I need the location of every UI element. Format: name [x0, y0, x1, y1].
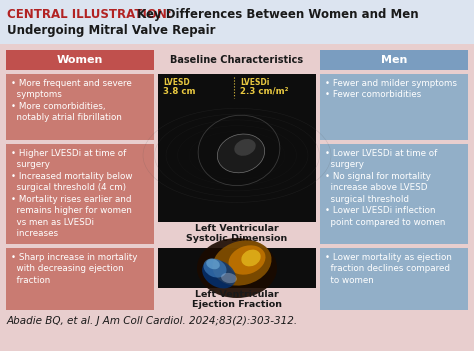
- FancyBboxPatch shape: [0, 0, 474, 44]
- FancyBboxPatch shape: [6, 248, 154, 310]
- Text: CENTRAL ILLUSTRATION:: CENTRAL ILLUSTRATION:: [7, 8, 172, 21]
- Ellipse shape: [203, 258, 227, 278]
- Text: Men: Men: [381, 55, 407, 65]
- FancyBboxPatch shape: [6, 74, 154, 140]
- Text: Left Ventricular
Ejection Fraction: Left Ventricular Ejection Fraction: [192, 290, 282, 309]
- Text: • Fewer and milder symptoms
• Fewer comorbidities: • Fewer and milder symptoms • Fewer como…: [325, 79, 457, 99]
- Text: LVESD: LVESD: [163, 78, 190, 87]
- Text: Women: Women: [57, 55, 103, 65]
- FancyBboxPatch shape: [320, 50, 468, 70]
- Ellipse shape: [234, 139, 255, 156]
- FancyBboxPatch shape: [320, 248, 468, 310]
- Ellipse shape: [217, 134, 264, 173]
- Text: • Higher LVESDi at time of
  surgery
• Increased mortality below
  surgical thre: • Higher LVESDi at time of surgery • Inc…: [11, 149, 133, 238]
- Text: LVESDi: LVESDi: [240, 78, 270, 87]
- Text: Abadie BQ, et al. J Am Coll Cardiol. 2024;83(2):303-312.: Abadie BQ, et al. J Am Coll Cardiol. 202…: [7, 316, 298, 326]
- Ellipse shape: [241, 250, 261, 266]
- Ellipse shape: [228, 245, 265, 275]
- Text: • Lower mortality as ejection
  fraction declines compared
  to women: • Lower mortality as ejection fraction d…: [325, 253, 452, 285]
- Text: Key Differences Between Women and Men: Key Differences Between Women and Men: [133, 8, 419, 21]
- FancyBboxPatch shape: [6, 50, 154, 70]
- Ellipse shape: [202, 260, 236, 289]
- Text: Baseline Characteristics: Baseline Characteristics: [171, 55, 303, 65]
- FancyBboxPatch shape: [6, 144, 154, 244]
- Text: • More frequent and severe
  symptoms
• More comorbidities,
  notably atrial fib: • More frequent and severe symptoms • Mo…: [11, 79, 132, 122]
- Text: 3.8 cm: 3.8 cm: [163, 87, 195, 96]
- Text: 2.3 cm/m²: 2.3 cm/m²: [240, 87, 289, 96]
- Text: Undergoing Mitral Valve Repair: Undergoing Mitral Valve Repair: [7, 24, 216, 37]
- Ellipse shape: [197, 238, 277, 298]
- Text: Left Ventricular
Systolic Dimension: Left Ventricular Systolic Dimension: [186, 224, 288, 243]
- Text: • Sharp increase in mortality
  with decreasing ejection
  fraction: • Sharp increase in mortality with decre…: [11, 253, 137, 285]
- Ellipse shape: [221, 273, 237, 283]
- Text: • Lower LVESDi at time of
  surgery
• No signal for mortality
  increase above L: • Lower LVESDi at time of surgery • No s…: [325, 149, 446, 227]
- FancyBboxPatch shape: [158, 248, 316, 288]
- FancyBboxPatch shape: [158, 74, 316, 222]
- FancyBboxPatch shape: [320, 144, 468, 244]
- Ellipse shape: [212, 240, 272, 286]
- Ellipse shape: [206, 259, 220, 269]
- FancyBboxPatch shape: [320, 74, 468, 140]
